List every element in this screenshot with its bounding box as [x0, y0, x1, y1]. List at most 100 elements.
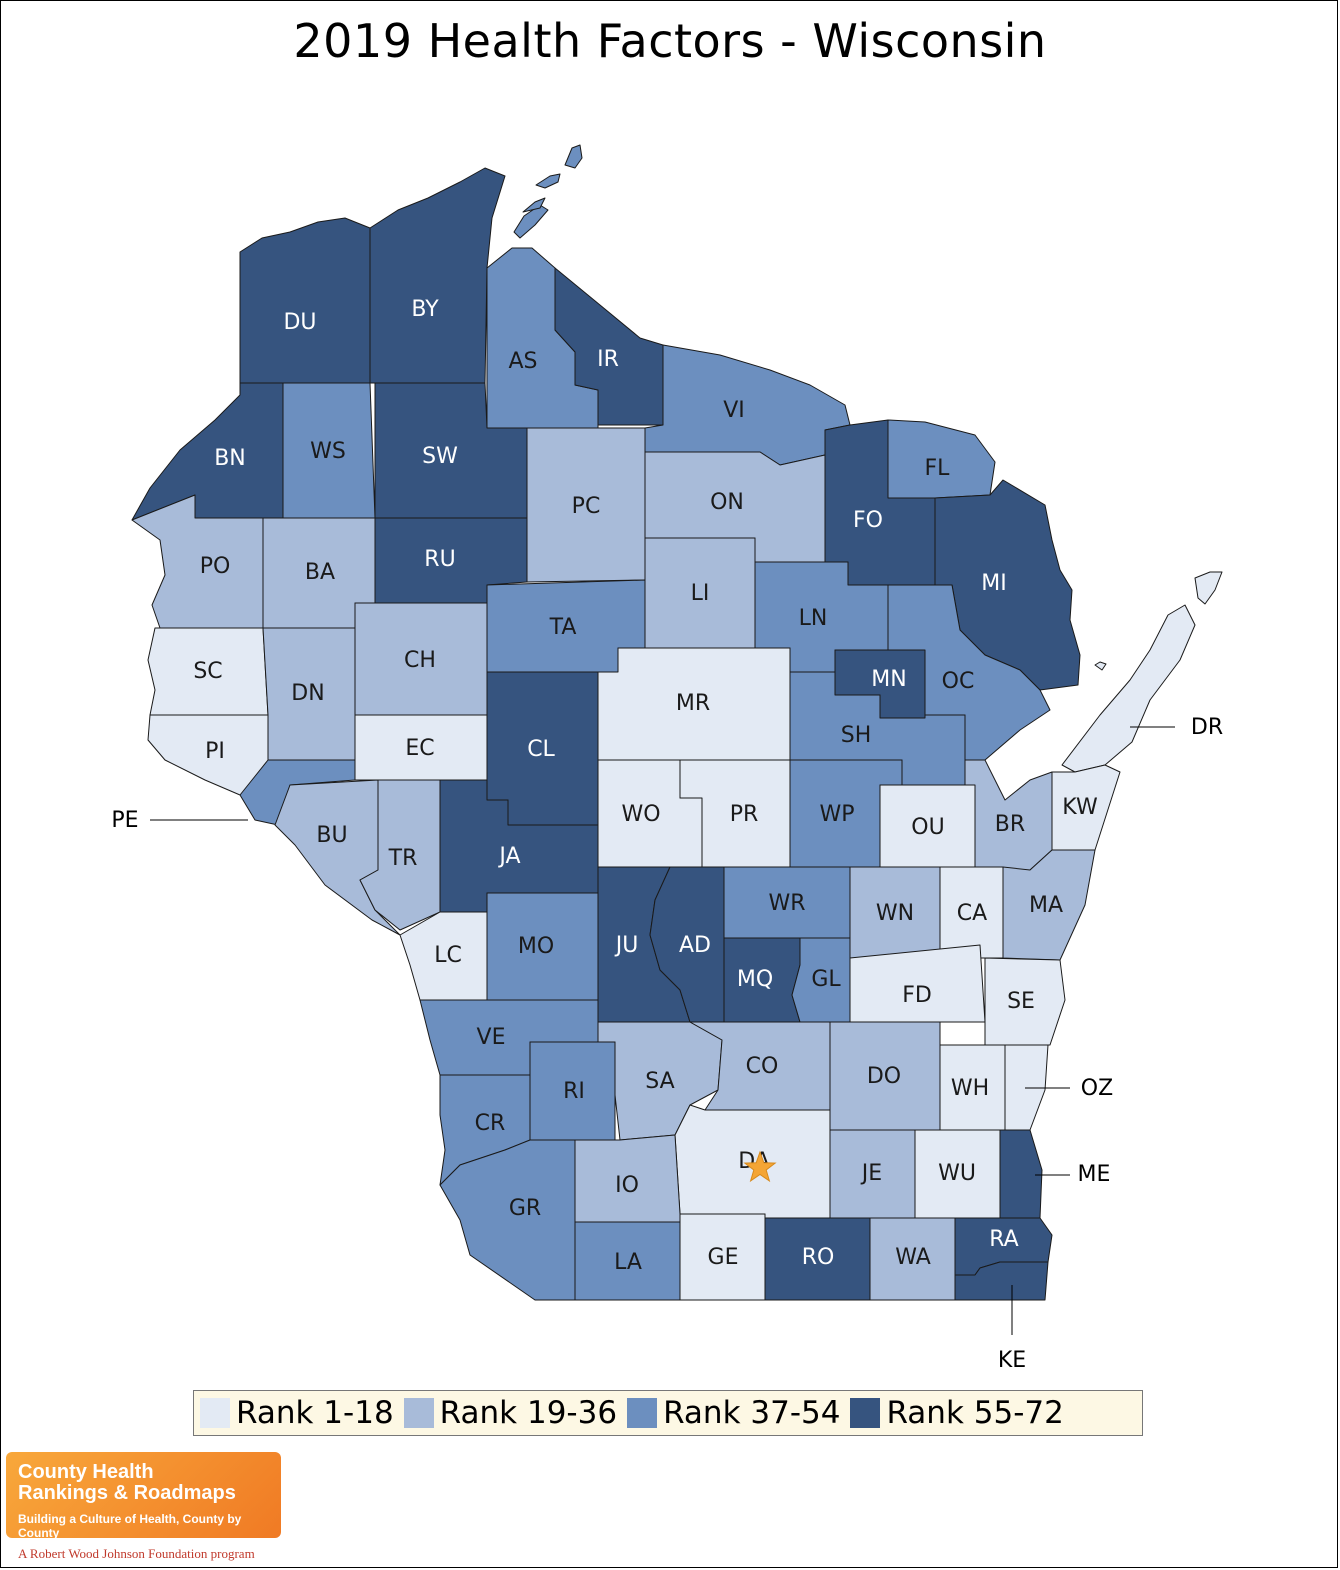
county-label-wp: WP: [819, 802, 854, 827]
county-label-je: JE: [860, 1161, 882, 1186]
county-label-tr: TR: [388, 846, 418, 871]
county-label-ch: CH: [404, 648, 436, 673]
legend-label: Rank 55-72: [886, 1395, 1064, 1431]
county-ir[interactable]: [554, 267, 664, 426]
county-label-li: LI: [691, 581, 710, 606]
legend-item: Rank 55-72: [850, 1395, 1064, 1431]
county-label-ta: TA: [549, 615, 577, 640]
county-label-wo: WO: [621, 802, 660, 827]
legend: Rank 1-18 Rank 19-36 Rank 37-54 Rank 55-72: [193, 1390, 1143, 1436]
legend-swatch: [850, 1398, 881, 1428]
county-label-sa: SA: [645, 1069, 674, 1094]
county-label-wa: WA: [895, 1245, 931, 1270]
county-ad[interactable]: [649, 866, 725, 1023]
county-label-la: LA: [614, 1250, 642, 1275]
chr-logo: County Health Rankings & Roadmaps Buildi…: [6, 1452, 281, 1540]
county-label-ro: RO: [802, 1245, 835, 1270]
county-label-gr: GR: [509, 1196, 541, 1221]
island-shape: [564, 144, 583, 169]
county-label-vi: VI: [723, 398, 745, 423]
county-se[interactable]: [984, 957, 1066, 1046]
wisconsin-county-map: DU BY AS IR VI BN WS SW FL PC ON FO MI PO BA RU LI TA LN SC…: [111, 144, 1223, 1373]
legend-swatch: [627, 1398, 658, 1428]
county-gr[interactable]: [439, 1139, 576, 1301]
county-label-wh: WH: [951, 1076, 989, 1101]
county-label-pi: PI: [205, 739, 225, 764]
county-label-pc: PC: [572, 494, 601, 519]
county-label-ir: IR: [597, 347, 619, 372]
county-pi[interactable]: [147, 714, 269, 796]
county-bn[interactable]: [131, 382, 284, 521]
county-label-by: BY: [411, 297, 439, 322]
county-label-ln: LN: [799, 606, 828, 631]
legend-label: Rank 1-18: [236, 1395, 394, 1431]
county-label-ri: RI: [563, 1079, 585, 1104]
county-label-lc: LC: [434, 943, 462, 968]
county-label-ba: BA: [305, 560, 335, 585]
county-label-cr: CR: [475, 1111, 506, 1136]
logo-tagline: Building a Culture of Health, County by …: [18, 1512, 242, 1540]
county-label-fl: FL: [925, 456, 951, 481]
county-label-gl: GL: [811, 967, 841, 992]
county-label-cl: CL: [527, 737, 555, 762]
county-label-fd: FD: [902, 983, 932, 1008]
county-vi[interactable]: [644, 344, 851, 466]
county-label-du: DU: [283, 310, 316, 335]
county-label-oz: OZ: [1081, 1076, 1113, 1101]
county-label-mn: MN: [871, 667, 906, 692]
county-label-pr: PR: [730, 802, 759, 827]
county-oc[interactable]: [887, 584, 1051, 761]
county-label-mq: MQ: [737, 967, 773, 992]
county-by[interactable]: [369, 167, 506, 384]
county-label-on: ON: [710, 490, 744, 515]
county-label-mi: MI: [981, 571, 1006, 596]
island-shape: [535, 173, 561, 189]
county-label-sh: SH: [841, 723, 872, 748]
county-label-ke: KE: [998, 1348, 1026, 1373]
county-label-mr: MR: [676, 691, 710, 716]
county-label-dr: DR: [1191, 715, 1223, 740]
county-label-oc: OC: [942, 669, 975, 694]
legend-item: Rank 1-18: [200, 1395, 394, 1431]
legend-swatch: [403, 1398, 434, 1428]
county-label-sw: SW: [422, 444, 458, 469]
county-label-wn: WN: [876, 901, 914, 926]
map-title: 2019 Health Factors - Wisconsin: [293, 14, 1047, 68]
legend-label: Rank 37-54: [663, 1395, 841, 1431]
county-me[interactable]: [999, 1129, 1043, 1219]
county-label-dn: DN: [291, 681, 324, 706]
star-icon: [743, 1150, 777, 1183]
island-shape: [522, 197, 546, 213]
county-ke[interactable]: [954, 1261, 1049, 1301]
county-label-fo: FO: [853, 508, 883, 533]
island-shape: [1194, 571, 1223, 605]
county-label-bu: BU: [316, 823, 347, 848]
county-du[interactable]: [239, 217, 371, 384]
county-label-ad: AD: [679, 933, 711, 958]
logo-line1: County Health: [18, 1461, 154, 1483]
legend-item: Rank 19-36: [403, 1395, 617, 1431]
island-shape: [1094, 661, 1107, 671]
logo-line2: Rankings & Roadmaps: [18, 1482, 236, 1504]
county-label-wu: WU: [938, 1161, 976, 1186]
county-dr[interactable]: [1061, 604, 1196, 773]
county-label-co: CO: [746, 1054, 779, 1079]
county-label-mo: MO: [518, 934, 554, 959]
county-label-as: AS: [508, 349, 537, 374]
county-label-po: PO: [200, 554, 231, 579]
county-label-se: SE: [1007, 989, 1035, 1014]
county-label-ge: GE: [708, 1245, 739, 1270]
county-label-do: DO: [867, 1064, 901, 1089]
county-label-ru: RU: [424, 547, 455, 572]
county-label-ca: CA: [957, 901, 987, 926]
county-label-sc: SC: [193, 659, 222, 684]
legend-item: Rank 37-54: [627, 1395, 840, 1431]
county-label-ec: EC: [405, 736, 434, 761]
county-label-br: BR: [995, 812, 1025, 837]
county-label-wr: WR: [768, 891, 805, 916]
county-label-bn: BN: [214, 446, 246, 471]
county-label-ou: OU: [911, 815, 944, 840]
legend-swatch: [200, 1398, 230, 1428]
logo-subtitle: A Robert Wood Johnson Foundation program: [18, 1546, 255, 1561]
